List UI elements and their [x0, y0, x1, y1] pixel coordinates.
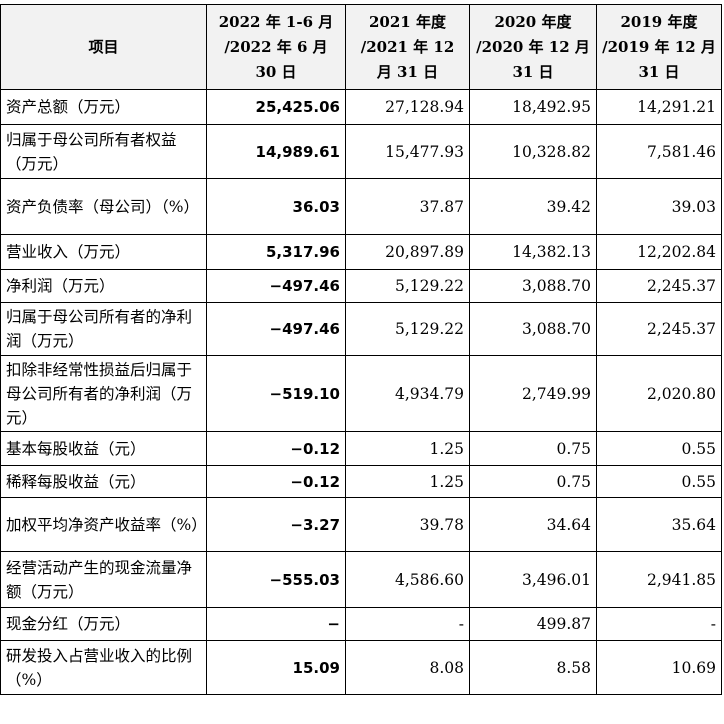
table-row: 净利润（万元） −497.46 5,129.22 3,088.70 2,245.37: [0, 269, 722, 303]
table-header-row: 项目 2022 年 1-6 月 /2022 年 6 月 30 日 2021 年度…: [0, 4, 722, 90]
cell-2020: 3,496.01: [469, 551, 597, 608]
cell-2019: 12,202.84: [596, 234, 722, 270]
cell-2021: 37.87: [345, 178, 470, 235]
cell-2022h1: −0.12: [206, 431, 346, 466]
row-label: 扣除非经常性损益后归属于母公司所有者的净利润（万元）: [0, 355, 207, 432]
cell-2021: 39.78: [345, 497, 470, 552]
row-label: 资产负债率（母公司）（%）: [0, 178, 207, 235]
cell-2020: 3,088.70: [469, 269, 597, 303]
cell-2020: 18,492.95: [469, 89, 597, 125]
row-label: 基本每股收益（元）: [0, 431, 207, 466]
cell-2021: 27,128.94: [345, 89, 470, 125]
table-row: 经营活动产生的现金流量净额（万元） −555.03 4,586.60 3,496.01…: [0, 551, 722, 608]
cell-2021: 5,129.22: [345, 269, 470, 303]
header-2020: 2020 年度 /2020 年 12 月 31 日: [469, 4, 597, 90]
cell-2020: 0.75: [469, 431, 597, 466]
cell-2021: 8.08: [345, 640, 470, 695]
cell-2022h1: −519.10: [206, 355, 346, 432]
cell-2019: 35.64: [596, 497, 722, 552]
header-2021: 2021 年度 /2021 年 12 月 31 日: [345, 4, 470, 90]
row-label: 研发投入占营业收入的比例（%）: [0, 640, 207, 695]
cell-2019: 14,291.21: [596, 89, 722, 125]
row-label: 资产总额（万元）: [0, 89, 207, 125]
row-label: 现金分红（万元）: [0, 607, 207, 641]
cell-2019: 2,245.37: [596, 269, 722, 303]
cell-2022h1: 36.03: [206, 178, 346, 235]
table-row: 扣除非经常性损益后归属于母公司所有者的净利润（万元） −519.10 4,934.7…: [0, 355, 722, 432]
cell-2020: 34.64: [469, 497, 597, 552]
table-row: 归属于母公司所有者权益（万元） 14,989.61 15,477.93 10,328.…: [0, 124, 722, 179]
cell-2019: 0.55: [596, 465, 722, 498]
cell-2022h1: −: [206, 607, 346, 641]
cell-2021: 20,897.89: [345, 234, 470, 270]
header-2022h1: 2022 年 1-6 月 /2022 年 6 月 30 日: [206, 4, 346, 90]
cell-2021: 4,934.79: [345, 355, 470, 432]
table-row: 加权平均净资产收益率（%） −3.27 39.78 34.64 35.64: [0, 497, 722, 552]
cell-2019: 2,020.80: [596, 355, 722, 432]
cell-2021: 1.25: [345, 431, 470, 466]
header-2019: 2019 年度 /2019 年 12 月 31 日: [596, 4, 722, 90]
table-row: 稀释每股收益（元） −0.12 1.25 0.75 0.55: [0, 465, 722, 498]
row-label: 净利润（万元）: [0, 269, 207, 303]
table-row: 研发投入占营业收入的比例（%） 15.09 8.08 8.58 10.69: [0, 640, 722, 695]
table-row: 营业收入（万元） 5,317.96 20,897.89 14,382.13 12,202…: [0, 234, 722, 270]
cell-2022h1: −0.12: [206, 465, 346, 498]
cell-2019: 7,581.46: [596, 124, 722, 179]
cell-2020: 3,088.70: [469, 302, 597, 356]
cell-2020: 499.87: [469, 607, 597, 641]
cell-2022h1: 25,425.06: [206, 89, 346, 125]
table-row: 资产负债率（母公司）（%） 36.03 37.87 39.42 39.03: [0, 178, 722, 235]
table-body: 资产总额（万元） 25,425.06 27,128.94 18,492.95 14,29…: [0, 89, 722, 695]
row-label: 营业收入（万元）: [0, 234, 207, 270]
cell-2019: -: [596, 607, 722, 641]
table-row: 现金分红（万元） − -499.87-: [0, 607, 722, 641]
cell-2019: 0.55: [596, 431, 722, 466]
cell-2020: 14,382.13: [469, 234, 597, 270]
cell-2020: 2,749.99: [469, 355, 597, 432]
row-label: 归属于母公司所有者权益（万元）: [0, 124, 207, 179]
cell-2022h1: −555.03: [206, 551, 346, 608]
row-label: 加权平均净资产收益率（%）: [0, 497, 207, 552]
table-row: 基本每股收益（元） −0.12 1.25 0.75 0.55: [0, 431, 722, 466]
row-label: 经营活动产生的现金流量净额（万元）: [0, 551, 207, 608]
cell-2019: 2,245.37: [596, 302, 722, 356]
cell-2022h1: −3.27: [206, 497, 346, 552]
cell-2021: 5,129.22: [345, 302, 470, 356]
cell-2020: 0.75: [469, 465, 597, 498]
financial-data-table: 项目 2022 年 1-6 月 /2022 年 6 月 30 日 2021 年度…: [0, 4, 722, 695]
cell-2019: 10.69: [596, 640, 722, 695]
row-label: 归属于母公司所有者的净利润（万元）: [0, 302, 207, 356]
cell-2022h1: 5,317.96: [206, 234, 346, 270]
cell-2019: 39.03: [596, 178, 722, 235]
cell-2022h1: 15.09: [206, 640, 346, 695]
cell-2020: 10,328.82: [469, 124, 597, 179]
cell-2020: 8.58: [469, 640, 597, 695]
cell-2021: 1.25: [345, 465, 470, 498]
cell-2021: -: [345, 607, 470, 641]
table-row: 资产总额（万元） 25,425.06 27,128.94 18,492.95 14,29…: [0, 89, 722, 125]
row-label: 稀释每股收益（元）: [0, 465, 207, 498]
cell-2022h1: 14,989.61: [206, 124, 346, 179]
table-row: 归属于母公司所有者的净利润（万元） −497.46 5,129.22 3,088.70…: [0, 302, 722, 356]
cell-2022h1: −497.46: [206, 269, 346, 303]
cell-2021: 4,586.60: [345, 551, 470, 608]
cell-2022h1: −497.46: [206, 302, 346, 356]
header-item: 项目: [0, 4, 207, 90]
cell-2020: 39.42: [469, 178, 597, 235]
cell-2019: 2,941.85: [596, 551, 722, 608]
cell-2021: 15,477.93: [345, 124, 470, 179]
